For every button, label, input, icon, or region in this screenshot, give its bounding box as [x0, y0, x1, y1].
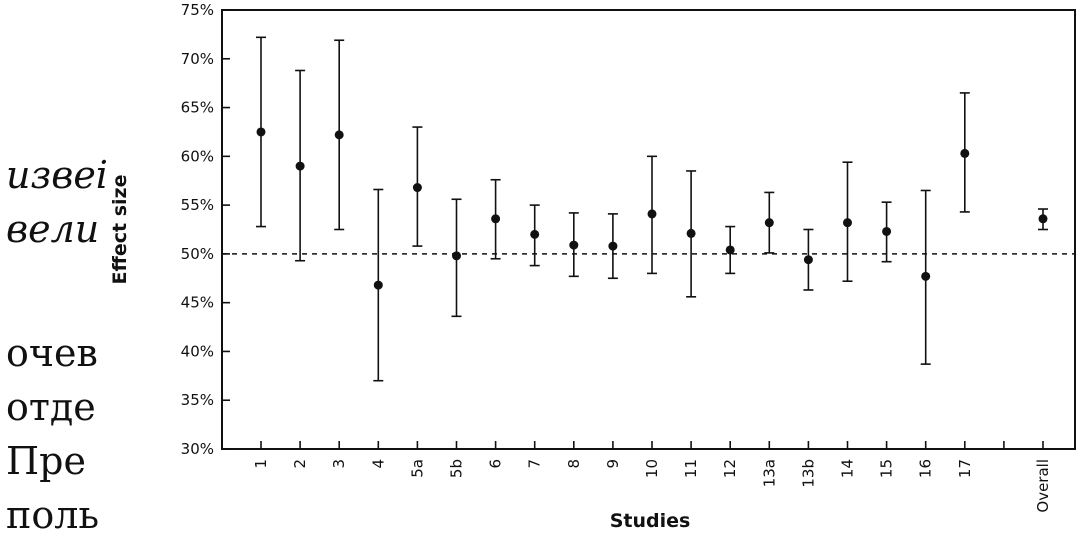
data-point [491, 214, 501, 224]
x-tick-label: 9 [604, 459, 622, 469]
y-axis-title: Effect size [109, 175, 131, 285]
x-tick-label: 14 [839, 459, 857, 478]
x-tick-label: 4 [369, 459, 387, 469]
data-point [647, 209, 657, 219]
data-point [608, 241, 618, 251]
data-point [921, 271, 931, 281]
x-tick-label: 2 [291, 459, 309, 469]
y-tick-label: 65% [181, 99, 214, 117]
x-tick-label: 16 [917, 459, 935, 478]
y-tick-label: 45% [181, 294, 214, 312]
y-tick-label: 70% [181, 50, 214, 68]
data-point [764, 218, 774, 228]
x-tick-label: 13a [760, 459, 778, 487]
x-tick-label: 15 [878, 459, 896, 478]
data-point [256, 127, 266, 137]
background-text-line: отде [6, 385, 96, 429]
x-tick-label: Overall [1034, 459, 1052, 513]
y-tick-label: 55% [181, 196, 214, 214]
data-point [960, 148, 970, 158]
x-tick-label: 5b [448, 459, 466, 478]
background-text-line: очев [6, 331, 98, 375]
data-point [843, 218, 852, 228]
x-tick-label: 8 [565, 459, 583, 469]
data-point [569, 240, 579, 250]
plot-frame [221, 9, 1076, 450]
x-axis-title: Studies [610, 510, 691, 532]
x-tick-label: 7 [526, 459, 544, 469]
y-tick-label: 75% [181, 1, 214, 19]
x-tick-label: 6 [487, 459, 505, 469]
x-tick-label: 11 [682, 459, 700, 478]
data-point [295, 161, 305, 171]
background-text-line: вели [6, 207, 100, 251]
x-tick-label: 3 [330, 459, 348, 469]
x-tick-label: 1 [252, 459, 270, 469]
data-point [686, 228, 696, 238]
y-tick-label: 50% [181, 245, 214, 263]
data-point [882, 226, 892, 236]
background-text-line: Пре [6, 439, 86, 483]
background-text-line: извеі [6, 153, 108, 197]
data-point [1038, 214, 1048, 224]
data-point [803, 255, 813, 265]
data-point [334, 130, 344, 140]
background-text-line: поль [6, 493, 100, 537]
y-tick-label: 40% [181, 342, 214, 360]
data-point [530, 229, 540, 239]
x-tick-label: 17 [956, 459, 974, 478]
y-tick-label: 30% [181, 440, 214, 458]
y-tick-label: 60% [181, 147, 214, 165]
y-tick-label: 35% [181, 391, 214, 409]
data-point [412, 183, 422, 193]
x-tick-label: 13b [799, 459, 817, 488]
x-tick-label: 12 [721, 459, 739, 478]
data-point [725, 245, 735, 255]
chart-background [150, 0, 1079, 533]
x-tick-label: 5a [408, 459, 426, 478]
data-point [452, 251, 461, 261]
x-tick-label: 10 [643, 459, 661, 478]
data-point [373, 280, 383, 290]
